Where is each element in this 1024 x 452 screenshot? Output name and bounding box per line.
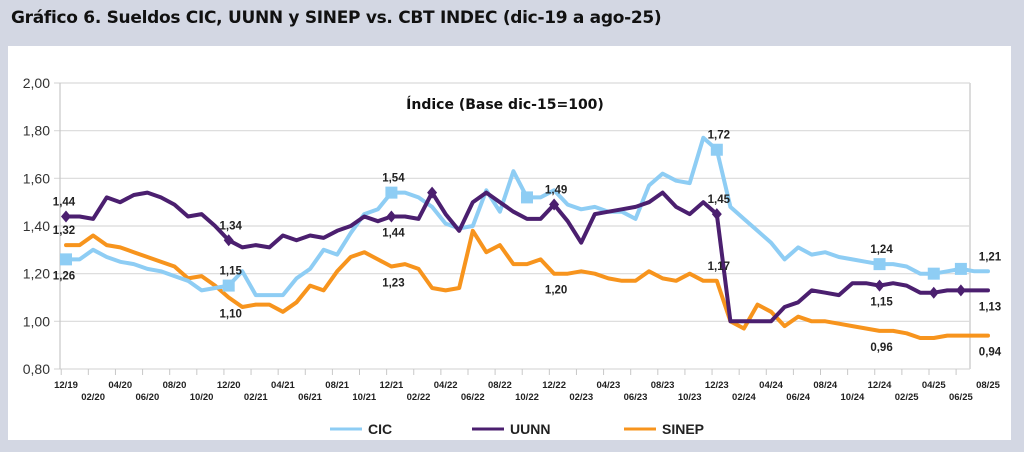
data-label-uunn: 1,45 [708,194,731,206]
marker-diamond-uunn [928,286,939,299]
x-tick-label: 08/22 [488,380,512,391]
marker-diamond-uunn [874,279,885,292]
x-tick-label: 02/23 [569,392,593,403]
x-tick-label: 02/25 [895,392,919,403]
chart-panel: 0,80 1,00 1,20 1,40 1,60 1,80 2,00 12/19 02/20 0… [8,46,1011,440]
data-label-sinep: 1,20 [545,285,567,297]
data-label-cic: 1,24 [870,244,893,256]
data-label-sinep: 1,17 [708,261,730,273]
y-axis: 0,80 1,00 1,20 1,40 1,60 1,80 2,00 [23,75,61,377]
x-tick-label: 04/20 [108,380,132,391]
x-tick-label: 06/24 [786,392,810,403]
x-tick-label: 08/20 [163,380,187,391]
marker-diamond-uunn [223,234,234,247]
marker-square-cic [521,191,533,204]
marker-square-cic [873,258,886,271]
x-tick-label: 02/22 [407,392,431,403]
series-lines [60,135,990,340]
x-tick-label: 02/20 [81,392,105,403]
x-tick-label: 06/20 [135,392,159,403]
line-chart: 0,801,001,201,401,601,802,00 12/1902/200… [23,75,1002,437]
marker-diamond-uunn [549,198,560,211]
legend-label-cic: CIC [368,421,392,437]
y-tick-label: 1,20 [23,266,50,282]
data-label-uunn: 1,49 [545,185,567,197]
x-tick-label: 08/23 [651,380,675,391]
x-tick-label: 02/24 [732,392,756,403]
data-label-uunn: 1,15 [870,297,893,309]
x-tick-label: 04/24 [759,380,783,391]
data-label-cic: 1,54 [382,173,405,185]
series-line-uunn [64,190,990,324]
x-tick-label: 08/21 [325,380,349,391]
x-tick-label: 12/22 [542,380,566,391]
x-tick-label: 04/23 [596,380,620,391]
legend-label-uunn: UUNN [510,421,550,437]
x-tick-label: 04/25 [922,380,946,391]
marker-square-cic [60,253,72,266]
x-tick-label: 12/24 [868,380,892,391]
x-tick-label: 08/25 [976,380,1000,391]
x-tick-label: 06/21 [298,392,322,403]
legend: CIC UUNN SINEP [330,421,704,437]
data-label-sinep: 1,32 [53,225,75,237]
y-tick-label: 1,60 [23,170,50,186]
chart-subtitle: Índice (Base dic-15=100) [406,96,604,113]
y-tick-label: 1,00 [23,313,50,329]
x-tick-label: 04/21 [271,380,295,391]
y-tick-label: 2,00 [23,75,50,91]
data-label-uunn: 1,44 [53,196,76,208]
x-tick-label: 08/24 [813,380,837,391]
y-tick-label: 0,80 [23,361,50,377]
marker-diamond-uunn [955,284,966,297]
marker-square-cic [222,279,235,292]
x-tick-label: 10/24 [841,392,865,403]
marker-diamond-uunn [61,210,71,223]
marker-square-cic [927,267,940,280]
x-tick-label: 10/21 [352,392,376,403]
x-tick-label: 12/21 [380,380,404,391]
marker-diamond-uunn [427,186,438,199]
x-tick-label: 06/25 [949,392,973,403]
data-label-cic: 1,21 [979,251,1002,263]
x-tick-label: 12/19 [54,380,78,391]
y-tick-label: 1,40 [23,218,50,234]
x-tick-label: 10/20 [190,392,214,403]
x-tick-label: 06/23 [624,392,648,403]
data-labels: 1,26 1,15 1,54 1,72 1,24 1,21 1,44 1,34 1,44 1,49… [53,130,1002,359]
x-tick-label: 12/20 [217,380,241,391]
data-label-cic: 1,15 [220,266,243,278]
marker-diamond-uunn [711,208,722,221]
x-tick-label: 02/21 [244,392,268,403]
data-label-sinep: 1,10 [220,309,242,321]
legend-label-sinep: SINEP [662,421,704,437]
x-tick-label: 04/22 [434,380,458,391]
data-label-uunn: 1,34 [220,220,243,232]
data-label-cic: 1,72 [708,130,730,142]
x-tick-label: 06/22 [461,392,485,403]
x-tick-label: 10/23 [678,392,702,403]
series-line-sinep [64,228,990,340]
data-label-sinep: 0,94 [979,347,1002,359]
x-tick-label: 10/22 [515,392,539,403]
data-label-uunn: 1,44 [382,227,405,239]
marker-square-cic [385,186,398,199]
chart-title: Gráfico 6. Sueldos CIC, UUNN y SINEP vs.… [11,8,662,28]
y-tick-label: 1,80 [23,123,50,139]
x-tick-label: 12/23 [705,380,729,391]
data-label-cic: 1,26 [53,270,75,282]
data-label-sinep: 0,96 [870,342,892,354]
data-label-uunn: 1,13 [979,301,1001,313]
data-label-sinep: 1,23 [382,278,404,290]
marker-diamond-uunn [386,210,397,223]
marker-square-cic [954,262,967,275]
gridlines [54,82,971,370]
marker-square-cic [710,143,723,156]
